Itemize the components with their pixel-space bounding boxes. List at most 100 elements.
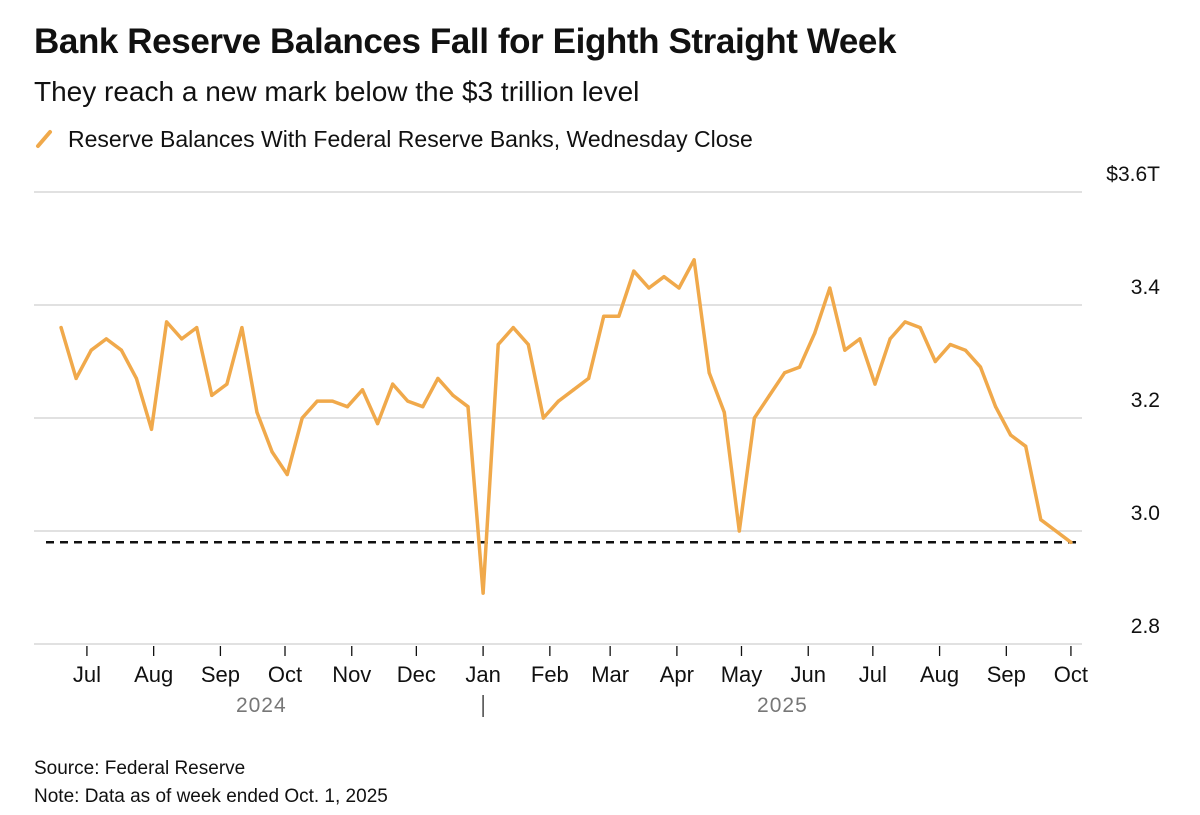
data-point [345,405,350,409]
chart-title: Bank Reserve Balances Fall for Eighth St… [34,22,897,61]
data-point [873,382,877,386]
x-tick-label: Oct [268,662,302,687]
x-tick-label: Jul [859,662,887,687]
x-tick-label: Dec [397,662,436,687]
data-point [798,365,802,369]
x-tick-label: Jul [73,662,101,687]
legend-label: Reserve Balances With Federal Reserve Ba… [68,125,753,152]
y-tick-label: 2.8 [1131,615,1160,638]
x-tick-label: Feb [531,662,569,687]
data-point [1024,444,1028,448]
data-point [918,326,922,330]
x-tick-label: Sep [201,662,240,687]
y-tick-label: $3.6T [1106,163,1160,186]
data-point [134,376,139,381]
data-point [406,399,410,403]
data-point [104,337,108,341]
y-tick-label: 3.4 [1131,276,1161,299]
data-point [963,348,968,352]
data-point [647,286,651,290]
data-point [978,365,983,369]
x-tick-label: Nov [332,662,371,687]
data-point [1039,518,1043,522]
data-point [89,348,93,352]
y-tick-label: 3.2 [1131,389,1160,412]
data-point [677,286,681,290]
x-tick-label: May [721,662,763,687]
data-point [692,258,696,262]
data-point [330,399,334,403]
data-point [180,337,184,341]
data-point [993,405,998,409]
series-line [59,258,1073,595]
data-point [737,529,741,533]
data-point [707,371,711,375]
year-label: 2024 [236,694,287,717]
legend: Reserve Balances With Federal Reserve Ba… [34,124,753,154]
data-point [948,342,952,347]
source-note: Source: Federal Reserve [34,758,246,779]
data-point [526,342,530,347]
data-point [300,416,304,420]
data-point [782,371,787,375]
data-point [285,472,289,477]
data-point [617,314,621,318]
x-tick-label: Aug [920,662,959,687]
x-tick-label: Mar [591,662,629,687]
x-tick-label: Apr [660,662,694,687]
data-point [1069,540,1073,544]
data-point [1009,433,1013,437]
x-tick-label: Oct [1054,662,1088,687]
data-point [74,376,78,381]
data-point [933,359,937,364]
data-point [767,393,772,397]
data-point [571,388,576,392]
data-point [813,331,817,335]
data-point [858,337,862,341]
data-point [225,382,229,386]
data-point [360,388,365,392]
data-point [1054,529,1058,533]
data-point [903,320,907,324]
data-point [255,410,259,414]
x-tick-label: Jan [465,662,500,687]
data-point [451,393,455,397]
data-point [119,348,123,352]
x-tick-label: Aug [134,662,173,687]
data-point [752,416,757,420]
year-label: 2025 [757,694,808,717]
data-point [587,376,591,381]
data-point [556,399,561,403]
data-point [195,326,199,330]
x-tick-label: Sep [987,662,1026,687]
data-point [496,342,500,347]
data-point [149,427,154,431]
chart-subtitle: They reach a new mark below the $3 trill… [34,76,640,107]
data-point [541,416,545,420]
data-point [632,269,636,273]
data-point [391,382,395,386]
data-point [511,326,515,330]
data-point [210,393,214,397]
data-point [843,348,847,352]
y-tick-label: 3.0 [1131,502,1160,525]
data-note: Note: Data as of week ended Oct. 1, 2025 [34,786,388,807]
data-point [888,337,892,341]
data-point [466,405,470,409]
data-point [421,405,425,409]
data-point [164,320,169,324]
x-tick-label: Jun [790,662,825,687]
data-point [828,286,832,290]
data-point [270,450,274,454]
data-point [315,399,319,403]
data-point [662,275,666,279]
data-point [59,326,63,330]
legend-swatch-icon [36,130,52,148]
data-point [436,376,440,381]
data-point [722,410,726,414]
data-point [375,422,380,426]
data-point [602,314,606,318]
data-point [481,591,485,595]
data-point [240,326,244,330]
